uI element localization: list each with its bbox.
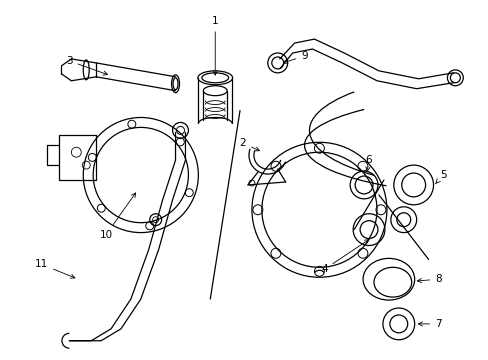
Text: 9: 9 (283, 51, 307, 63)
Text: 10: 10 (100, 193, 135, 239)
Text: 8: 8 (417, 274, 441, 284)
Text: 2: 2 (239, 138, 259, 151)
Text: 4: 4 (321, 240, 368, 274)
Text: 5: 5 (435, 170, 446, 184)
Text: 6: 6 (365, 155, 371, 171)
Text: 1: 1 (211, 16, 218, 75)
Text: 7: 7 (418, 319, 441, 329)
Text: 11: 11 (35, 259, 75, 278)
Text: 3: 3 (66, 56, 107, 75)
